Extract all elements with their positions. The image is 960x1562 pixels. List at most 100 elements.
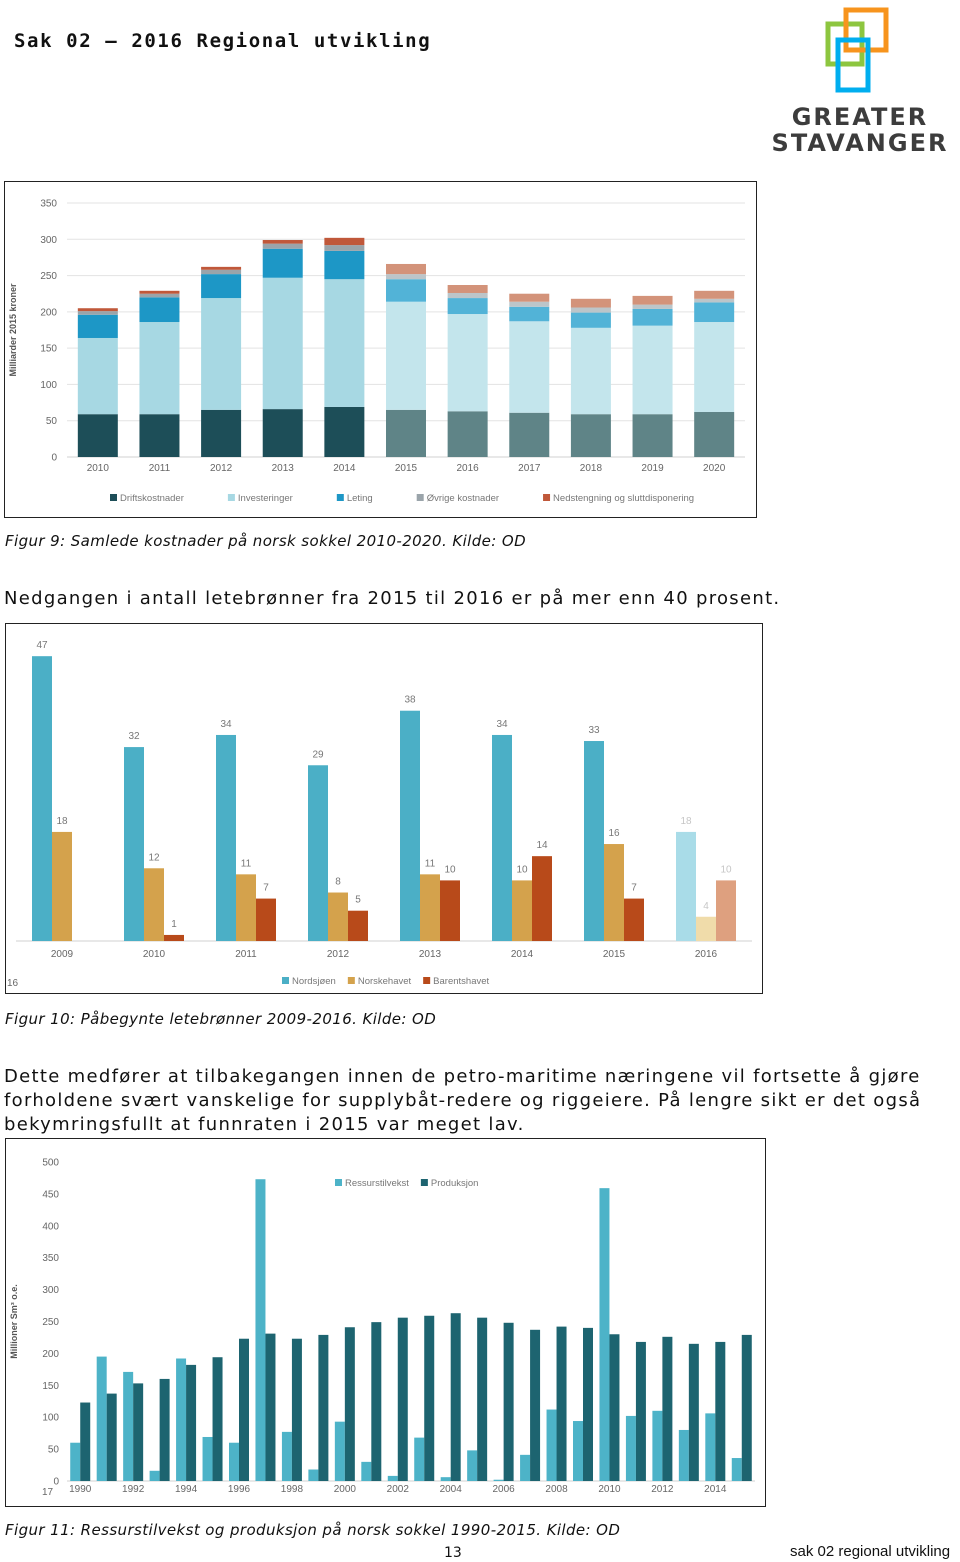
y-tick-label: 300	[42, 1285, 59, 1296]
bar	[387, 1475, 398, 1481]
bar	[414, 1437, 425, 1481]
x-tick-label: 2014	[333, 463, 356, 474]
y-tick-label: 0	[51, 453, 57, 464]
y-tick-label: 450	[42, 1189, 59, 1200]
bar-segment	[324, 406, 365, 457]
bar	[424, 1315, 435, 1481]
figure-frame	[4, 181, 757, 518]
bar-segment	[447, 411, 488, 457]
bar-segment	[139, 293, 180, 298]
bar-segment	[694, 412, 735, 457]
data-label: 11	[425, 858, 436, 869]
y-axis-label: Millioner Sm³ o.e.	[9, 1284, 19, 1359]
legend-swatch	[336, 494, 344, 501]
bar-segment	[570, 307, 611, 313]
bar	[229, 1442, 239, 1481]
bar-segment	[447, 298, 488, 315]
data-label: 47	[36, 640, 48, 651]
data-label: 5	[355, 895, 361, 906]
bar	[144, 868, 164, 941]
page-number: 13	[444, 1545, 462, 1561]
x-tick-label: 2011	[149, 463, 171, 474]
bar	[467, 1450, 478, 1481]
bar	[624, 898, 644, 941]
y-tick-label: 300	[40, 235, 57, 246]
bar-segment	[262, 409, 303, 457]
bar-segment	[201, 409, 242, 457]
bar	[334, 1421, 345, 1481]
bar	[308, 765, 328, 941]
legend-label: Nordsjøen	[292, 976, 336, 987]
bar-segment	[262, 248, 303, 278]
bar	[503, 1322, 514, 1481]
y-tick-label: 100	[42, 1413, 59, 1424]
bar	[715, 1341, 726, 1481]
bar-segment	[77, 337, 118, 415]
bar-segment	[570, 414, 611, 457]
x-tick-label: 2012	[210, 463, 233, 474]
data-label: 10	[720, 864, 732, 875]
bar	[397, 1317, 408, 1481]
bar	[440, 880, 460, 941]
bar-segment	[77, 308, 118, 312]
x-tick-label: 2013	[272, 463, 295, 474]
y-tick-label: 50	[46, 416, 58, 427]
bar-segment	[509, 293, 550, 302]
legend-swatch	[282, 977, 289, 984]
data-label: 29	[312, 749, 324, 760]
bar	[52, 831, 72, 941]
x-tick-label: 2010	[598, 1484, 621, 1495]
legend-label: Produksjon	[431, 1178, 479, 1189]
bar	[236, 874, 256, 941]
bar	[420, 874, 440, 941]
bar	[678, 1429, 689, 1481]
footer-label: sak 02 regional utvikling	[790, 1543, 951, 1560]
bar	[308, 1469, 319, 1481]
legend-label: Leting	[347, 493, 373, 504]
data-label: 12	[148, 852, 160, 863]
bar-segment	[694, 290, 735, 299]
legend-swatch	[227, 494, 235, 501]
bar-segment	[77, 311, 118, 315]
logo-text: GREATER	[791, 103, 929, 131]
bar	[96, 1356, 107, 1481]
x-tick-label: 2012	[327, 949, 350, 960]
bar-segment	[509, 301, 550, 307]
bar	[705, 1413, 716, 1481]
legend-label: Investeringer	[238, 493, 293, 504]
bar	[176, 1358, 187, 1481]
bar-segment	[201, 266, 242, 270]
bar-segment	[509, 306, 550, 322]
bar	[80, 1402, 91, 1481]
data-label: 18	[680, 816, 692, 827]
data-label: 8	[335, 877, 341, 888]
bar-segment	[632, 304, 673, 309]
bar	[159, 1378, 170, 1481]
bar-segment	[201, 269, 242, 275]
bar	[609, 1334, 620, 1481]
bar	[512, 880, 532, 941]
legend-label: Nedstengning og sluttdisponering	[553, 493, 694, 504]
bar	[662, 1336, 673, 1481]
data-label: 10	[444, 864, 456, 875]
bar	[530, 1329, 541, 1481]
bar	[635, 1341, 646, 1481]
bar-segment	[447, 314, 488, 412]
legend-label: Norskehavet	[358, 976, 412, 987]
x-tick-label: 1994	[175, 1484, 198, 1495]
data-label: 4	[703, 901, 709, 912]
bar-segment	[324, 279, 365, 407]
y-tick-label: 400	[42, 1221, 59, 1232]
bar	[696, 916, 716, 941]
x-tick-label: 2010	[87, 463, 110, 474]
bar-segment	[632, 295, 673, 305]
data-label: 32	[128, 731, 140, 742]
bar-segment	[201, 298, 242, 410]
x-tick-label: 2013	[419, 949, 442, 960]
bar	[106, 1393, 117, 1481]
bar	[450, 1313, 461, 1481]
bar	[361, 1461, 372, 1481]
x-tick-label: 2009	[51, 949, 74, 960]
y-tick-label: 350	[40, 199, 57, 210]
header-title: Sak 02 – 2016 Regional utvikling	[14, 30, 432, 52]
